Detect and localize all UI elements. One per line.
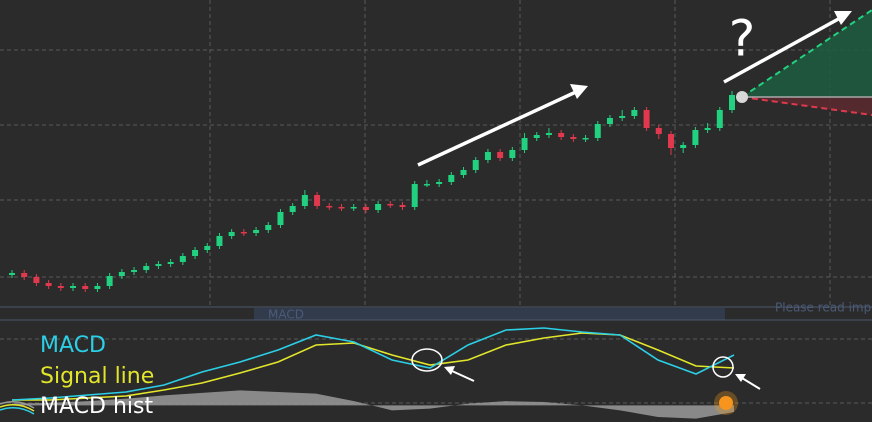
legend-label: MACD hist (40, 394, 153, 419)
notice: Please read impo (775, 301, 872, 315)
candle-body (484, 152, 491, 160)
candle-body (216, 236, 223, 246)
macd-panel (11, 327, 735, 419)
candles (9, 91, 735, 292)
annotations: ? (411, 10, 852, 415)
forecast-cone (741, 9, 872, 116)
candle-body (570, 137, 577, 139)
candle-body (411, 184, 418, 207)
candle-body (240, 232, 247, 234)
candle-body (204, 246, 211, 250)
candle-body (301, 195, 308, 206)
candle-body (436, 182, 443, 184)
candle-body (362, 207, 369, 210)
candle-body (692, 130, 699, 145)
candle-body (606, 118, 613, 124)
arrow-head (834, 11, 852, 25)
series-line (11, 327, 735, 401)
candle-body (509, 150, 516, 158)
candle-body (338, 207, 345, 209)
candle-body (167, 262, 174, 264)
candle-body (472, 160, 479, 170)
candle-body (118, 272, 125, 276)
dot (719, 396, 733, 410)
candle-body (704, 128, 711, 130)
candle-body (131, 270, 138, 272)
grid (0, 0, 872, 404)
candle-body (179, 256, 186, 262)
candle-body (655, 128, 662, 134)
candle-body (643, 110, 650, 128)
legend-icon (0, 407, 35, 415)
arrow-head (570, 84, 588, 99)
candle-body (57, 286, 64, 288)
legend: MACD Signal line MACD hist (0, 333, 154, 419)
candle-body (716, 110, 723, 128)
candle-body (619, 116, 626, 118)
candle-body (277, 212, 284, 225)
candle-body (265, 225, 272, 230)
arrow (723, 15, 843, 84)
candle-body (228, 232, 235, 236)
candle-body (533, 135, 540, 138)
candle-body (9, 273, 15, 275)
highlight (411, 348, 443, 372)
legend-icon (0, 404, 35, 412)
up-line (741, 9, 872, 98)
arrow-head (444, 366, 455, 375)
candle-body (253, 230, 260, 233)
candle-body (521, 138, 528, 150)
candle-body (155, 264, 162, 266)
candle-body (289, 206, 296, 212)
candle-body (680, 145, 687, 148)
arrow (451, 370, 475, 382)
candle-body (729, 95, 735, 110)
candle-body (70, 286, 77, 288)
histogram (12, 390, 734, 419)
candle-body (21, 273, 28, 277)
last-point (736, 91, 748, 103)
arrow (417, 89, 579, 167)
candle-body (45, 283, 52, 286)
candle-body (399, 205, 406, 207)
candle-body (350, 207, 357, 209)
strip (254, 308, 725, 320)
candle-body (497, 152, 504, 158)
down-line (741, 96, 872, 116)
question: ? (729, 10, 756, 68)
candle-body (558, 133, 565, 137)
candle-body (314, 195, 321, 206)
legend-icon (0, 401, 35, 409)
arrow-head (735, 374, 746, 382)
watermark: MACD (268, 308, 304, 322)
candle-body (375, 204, 382, 210)
candle-body (192, 250, 199, 256)
highlight (712, 356, 734, 378)
candle-body (423, 184, 430, 186)
panel-strip: MACD Please read impo (0, 301, 872, 322)
candle-body (33, 277, 40, 283)
candle-body (94, 286, 101, 289)
candle-body (667, 134, 674, 148)
candle-body (106, 276, 113, 286)
candle-body (545, 133, 552, 135)
candle-body (594, 124, 601, 138)
candle-body (82, 286, 89, 289)
up-cone (742, 10, 872, 97)
candle-body (326, 206, 333, 208)
candle-body (460, 170, 467, 175)
candle-body (143, 266, 150, 270)
candle-body (631, 110, 638, 116)
legend-label: Signal line (40, 364, 154, 389)
legend-label: MACD (40, 333, 106, 358)
candle-body (448, 175, 455, 182)
arrow (741, 377, 761, 390)
candle-body (387, 204, 394, 206)
candle-body (582, 138, 589, 140)
